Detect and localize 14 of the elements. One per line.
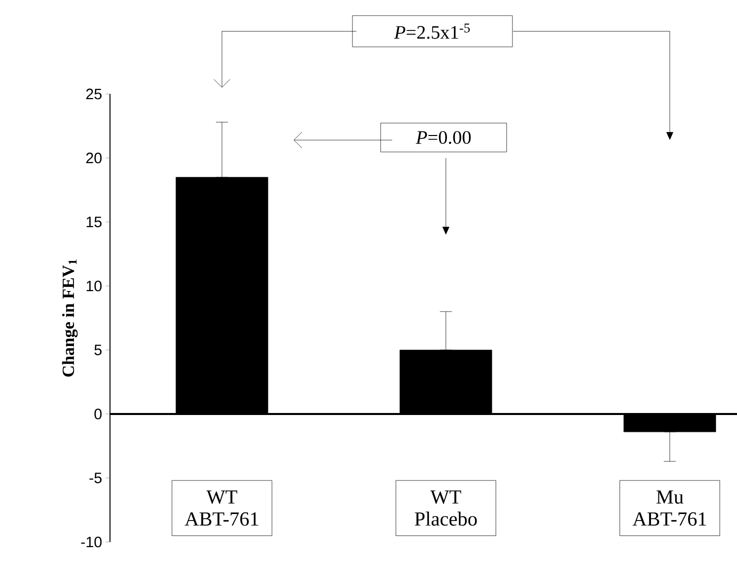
y-axis-title: Change in FEV$_{1}$ — [62, 260, 78, 377]
y-tick-label: 25 — [86, 88, 102, 100]
x-tick-label: WT ABT-761 — [184, 490, 258, 526]
x-tick-label: WT Placebo — [414, 490, 477, 526]
y-tick-label: -5 — [90, 472, 102, 484]
y-tick-label: 20 — [86, 152, 102, 164]
y-tick-label: 10 — [86, 280, 102, 292]
x-tick-label: Mu ABT-761 — [632, 490, 706, 526]
y-tick-label: 15 — [86, 216, 102, 228]
y-tick-label: 5 — [94, 344, 102, 356]
annotation: P=0.00 — [416, 131, 471, 144]
y-tick-label: 0 — [94, 408, 102, 420]
text: P=2.5x1$^{-5}$ — [394, 24, 470, 39]
y-tick-label: -10 — [81, 536, 102, 548]
